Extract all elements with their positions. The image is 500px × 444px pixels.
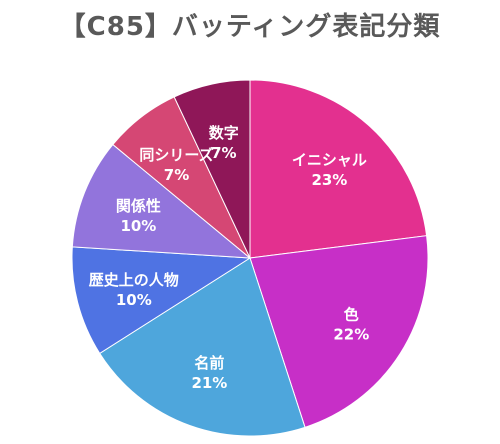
slice-category-label: 歴史上の人物 bbox=[89, 271, 179, 289]
slice-value-label: 7% bbox=[164, 166, 189, 184]
slice-value-label: 7% bbox=[211, 144, 236, 162]
pie-slice-6 bbox=[173, 79, 251, 259]
slice-category-label: イニシャル bbox=[292, 151, 367, 169]
pie-slice-2 bbox=[99, 257, 306, 437]
pie-slice-4 bbox=[71, 143, 252, 259]
slice-category-label: 数字 bbox=[209, 124, 239, 142]
slice-category-label: 名前 bbox=[194, 354, 224, 372]
pie-slice-3 bbox=[71, 246, 252, 355]
pie-labels: イニシャル23%色22%名前21%歴史上の人物10%関係性10%同シリーズ7%数… bbox=[89, 124, 369, 392]
pie-slices bbox=[71, 79, 429, 437]
slice-value-label: 21% bbox=[191, 374, 227, 392]
slice-category-label: 同シリーズ bbox=[139, 146, 213, 164]
slice-category-label: 関係性 bbox=[116, 197, 161, 215]
chart-title: 【C85】バッティング表記分類 bbox=[59, 12, 441, 42]
slice-value-label: 22% bbox=[333, 325, 369, 343]
slice-category-label: 色 bbox=[344, 305, 359, 323]
slice-value-label: 23% bbox=[311, 171, 347, 189]
pie-slice-0 bbox=[249, 79, 428, 259]
pie-slice-1 bbox=[249, 235, 429, 428]
slice-value-label: 10% bbox=[116, 291, 152, 309]
slice-value-label: 10% bbox=[120, 217, 156, 235]
